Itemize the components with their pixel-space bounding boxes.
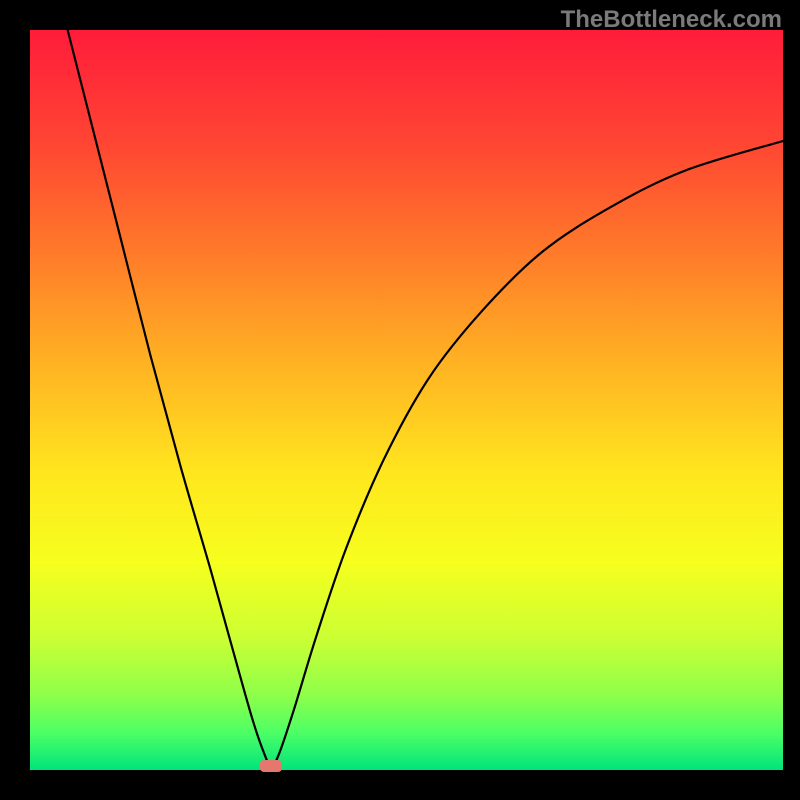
watermark-text: TheBottleneck.com	[561, 6, 782, 34]
chart-frame: TheBottleneck.com	[0, 0, 800, 800]
plot-area	[30, 30, 783, 770]
bottleneck-marker	[260, 760, 282, 772]
